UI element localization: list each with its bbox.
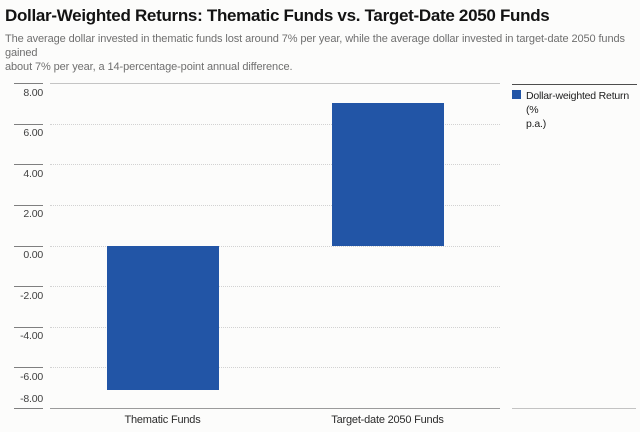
y-tick-6.00 — [14, 123, 43, 125]
gridline-y-2.00 — [50, 204, 500, 206]
y-tick--4.00 — [14, 326, 43, 328]
y-tick-label--4.00: -4.00 — [20, 330, 43, 343]
y-tick--8.00 — [14, 408, 43, 409]
y-tick-8.00 — [14, 83, 43, 84]
bar-thematic-funds — [106, 245, 219, 390]
y-tick-label--6.00: -6.00 — [20, 370, 43, 383]
y-tick-4.00 — [14, 164, 43, 166]
gridline-y--2.00 — [50, 286, 500, 288]
y-tick--2.00 — [14, 286, 43, 288]
y-tick-0.00 — [14, 245, 43, 247]
y-tick-label-2.00: 2.00 — [23, 208, 43, 221]
chart-subtitle-line2: about 7% per year, a 14-percentage-point… — [5, 61, 293, 73]
y-tick--6.00 — [14, 367, 43, 369]
chart-subtitle: The average dollar invested in thematic … — [5, 32, 640, 74]
y-tick-label-6.00: 6.00 — [23, 127, 43, 140]
gridline-y-8.00 — [50, 83, 500, 84]
gridline-y-6.00 — [50, 123, 500, 125]
legend-label-line1: Dollar-weighted Return (% — [526, 90, 629, 116]
legend-label: Dollar-weighted Return (% p.a.) — [526, 89, 638, 131]
gridline-y-4.00 — [50, 164, 500, 166]
y-tick-label--2.00: -2.00 — [20, 289, 43, 302]
legend-top-rule — [512, 84, 637, 85]
legend-bottom-rule — [512, 408, 636, 409]
y-tick-label-4.00: 4.00 — [23, 167, 43, 180]
bar-target-date-2050-funds — [331, 103, 444, 246]
legend-color-swatch — [512, 90, 521, 99]
y-tick-label-8.00: 8.00 — [23, 86, 43, 99]
gridline-y-0.00 — [50, 245, 500, 247]
y-tick-label--8.00: -8.00 — [20, 393, 43, 405]
gridline-y--6.00 — [50, 367, 500, 369]
legend-label-line2: p.a.) — [526, 118, 547, 130]
x-category-label-2: Target-date 2050 Funds — [331, 413, 444, 426]
chart-subtitle-line1: The average dollar invested in thematic … — [5, 33, 625, 59]
x-axis-line — [50, 408, 500, 409]
y-tick-2.00 — [14, 204, 43, 206]
x-category-label-1: Thematic Funds — [124, 413, 201, 426]
chart-title: Dollar-Weighted Returns: Thematic Funds … — [5, 6, 550, 25]
y-tick-label-0.00: 0.00 — [23, 249, 43, 261]
gridline-y--4.00 — [50, 326, 500, 328]
